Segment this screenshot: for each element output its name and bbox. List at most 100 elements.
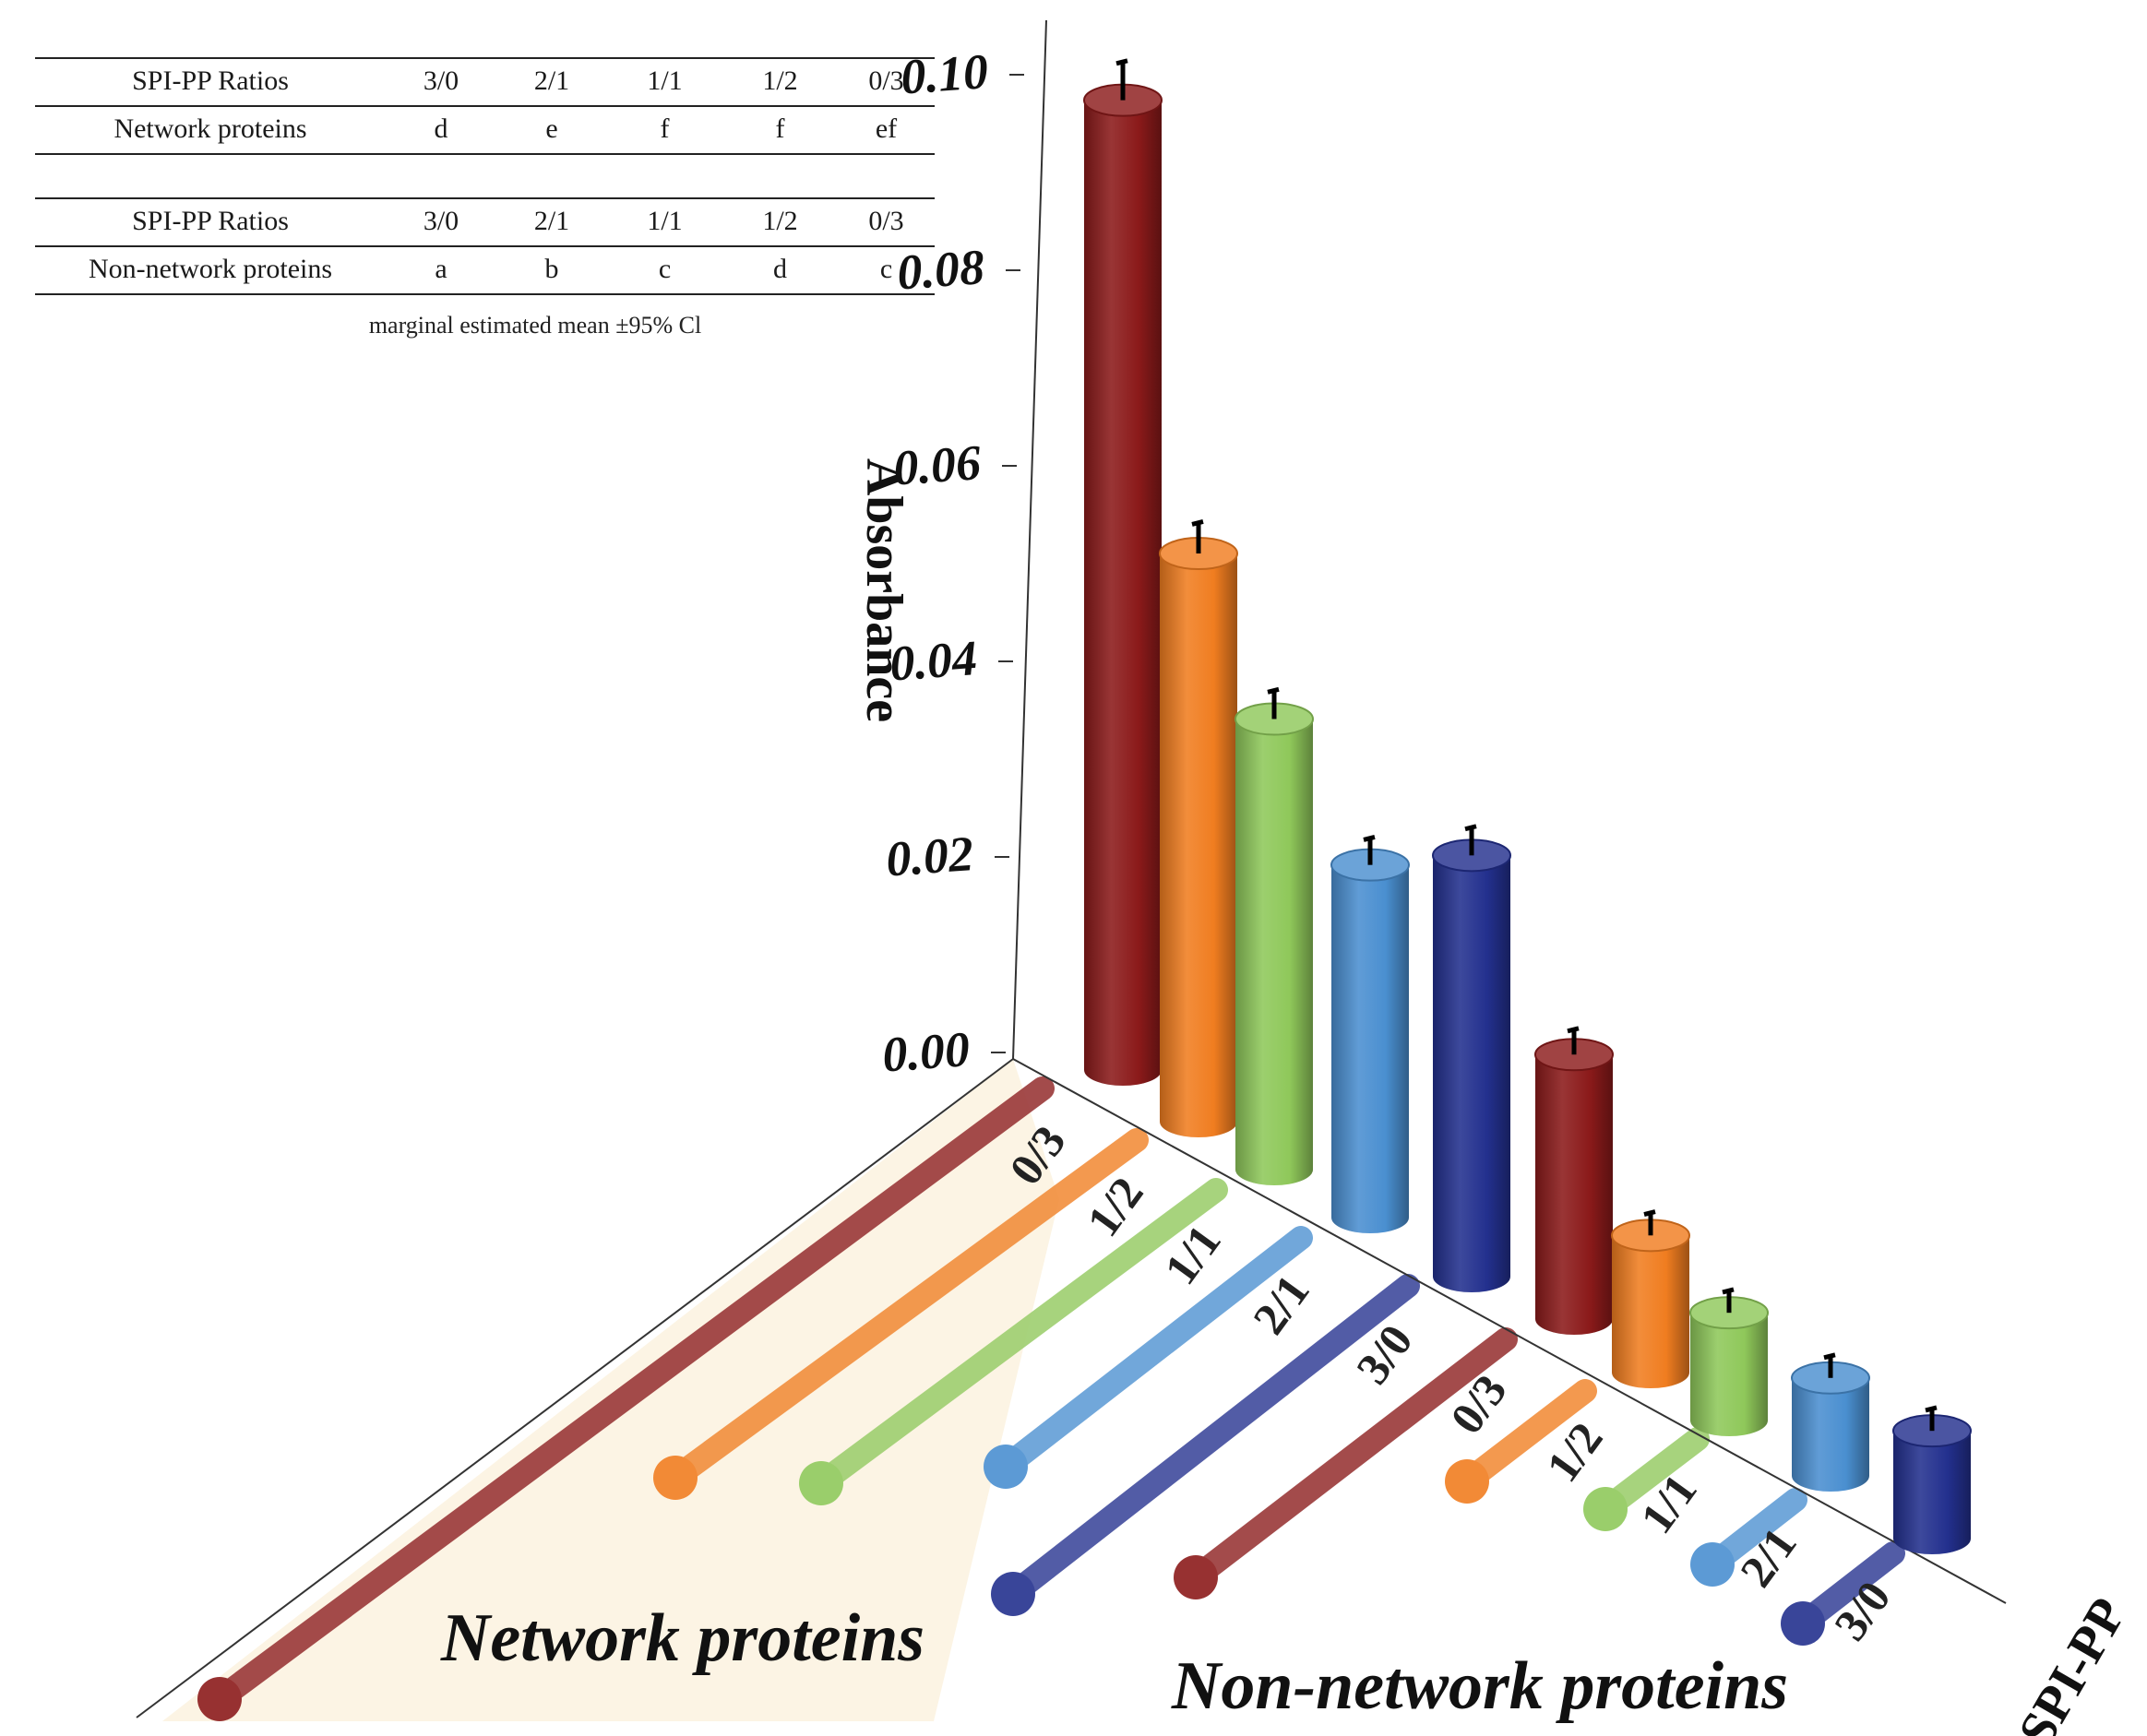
table-header-cell: 1/2 [762,65,798,96]
cylinder-bar [1330,835,1410,1233]
table-header-cell: 1/1 [647,65,683,96]
table-cell: d [773,254,787,284]
error-bar-cap [1643,1209,1656,1217]
table-rule [35,57,935,59]
cylinder-body [1535,1054,1613,1335]
cylinder-bar [1432,824,1511,1292]
chart-axes [136,19,2007,1718]
table-header-label: SPI-PP Ratios [132,65,289,96]
group-title: Non-network proteins [1171,1648,1788,1724]
non-network-significance-table: SPI-PP Ratios 3/0 2/1 1/1 1/2 0/3 Non-ne… [35,197,935,295]
table-rule [35,245,935,247]
floor-panel [162,1059,1059,1721]
group-title: Network proteins [440,1600,924,1676]
table-cell: f [660,113,670,144]
spi-pp-axis-line [1012,1058,2007,1604]
cylinder-body [1160,553,1237,1137]
cylinder-bar [1083,58,1163,1087]
cylinder-body [1690,1313,1768,1436]
error-bar-cap [1267,686,1280,695]
floor-strip-end [1445,1459,1489,1504]
floor-strip [994,1226,1313,1479]
table-cell: b [544,254,559,284]
table-header-cell: 2/1 [533,65,570,96]
table-rule [35,197,935,199]
floor-strip [663,1128,1149,1490]
chart-bars [1083,58,1972,1554]
cylinder-bar [1235,686,1314,1185]
table-row-label: Network proteins [113,113,307,144]
table-cell: e [545,113,558,144]
table-header-label: SPI-PP Ratios [132,206,289,236]
floor-strip-end [984,1445,1028,1489]
floor-strip [1001,1274,1420,1606]
table-header-row: SPI-PP Ratios 3/0 2/1 1/1 1/2 0/3 [35,197,935,245]
floor-strip [1455,1379,1597,1493]
group-axis-line [136,1058,1014,1718]
table-header-cell: 0/3 [868,206,904,236]
cylinder-body [1612,1235,1689,1388]
table-cell: ef [875,113,898,144]
table-header-cell: 3/0 [423,65,459,96]
table-header-cell: 3/0 [423,206,459,236]
floor-strip-end [1781,1601,1825,1646]
error-bar-cap [1363,835,1376,842]
z-tick-label: 0.04 [888,630,978,691]
z-tick-label: 0.02 [884,826,974,886]
table-rule [35,153,935,155]
floor-strip [208,1076,1055,1711]
table-cell: f [775,113,785,144]
floor-strip-end [1174,1555,1218,1599]
z-tick-label: 0.06 [891,434,982,495]
cylinder-bar [1689,1287,1769,1436]
floor-strip [1184,1327,1518,1589]
cylinder-bar [1159,519,1238,1137]
table-rule [35,105,935,107]
cylinder-body [1792,1377,1869,1492]
table-cell: d [434,113,448,144]
table-cell: c [879,254,893,284]
table-header-cell: 2/1 [533,206,570,236]
table-header-cell: 1/2 [762,206,798,236]
table-caption: marginal estimated mean ±95% Cl [368,312,702,339]
network-significance-table: SPI-PP Ratios 3/0 2/1 1/1 1/2 0/3 Networ… [35,57,935,155]
table-header-row: SPI-PP Ratios 3/0 2/1 1/1 1/2 0/3 [35,57,935,105]
floor-strip-end [653,1456,698,1500]
table-header-cell: 1/1 [647,206,683,236]
table-row-label: Non-network proteins [88,254,333,284]
error-bar-cap [1191,519,1204,527]
cylinder-bar [1534,1026,1614,1335]
floor-strip-end [799,1461,843,1505]
table-data-row: Network proteins d e f f ef [35,105,935,153]
cylinder-bar [1791,1352,1870,1492]
error-bar-cap [1464,824,1477,832]
cylinder-body [1331,864,1409,1233]
floor-strip-end [991,1572,1035,1616]
error-bar-cap [1115,58,1128,66]
floor-strip-end [1690,1542,1735,1587]
error-bar-cap [1722,1287,1735,1295]
table-cell: c [658,254,672,284]
error-bar-cap [1925,1405,1938,1413]
error-bar-cap [1567,1026,1580,1034]
chart-floor [162,1059,1905,1721]
floor-strip [809,1178,1228,1495]
table-cell: a [435,254,447,284]
table-header-cell: 0/3 [868,65,904,96]
cylinder-body [1893,1431,1971,1554]
table-data-row: Non-network proteins a b c d c [35,245,935,293]
cylinder-body [1433,855,1510,1292]
cylinder-bar [1892,1405,1972,1554]
z-axis-title: Absorbance [855,458,912,722]
error-bar-cap [1823,1352,1836,1361]
z-tick-label: 0.10 [899,43,989,104]
z-tick-label: 0.00 [880,1021,971,1082]
table-rule [35,293,935,295]
floor-strip-end [1583,1487,1628,1531]
cylinder-body [1235,719,1313,1185]
z-tick-label: 0.08 [895,239,985,300]
cylinder-body [1084,100,1162,1087]
spi-pp-axis-title: SPI-PP [2008,1588,2138,1736]
z-axis-line [1012,19,1047,1060]
